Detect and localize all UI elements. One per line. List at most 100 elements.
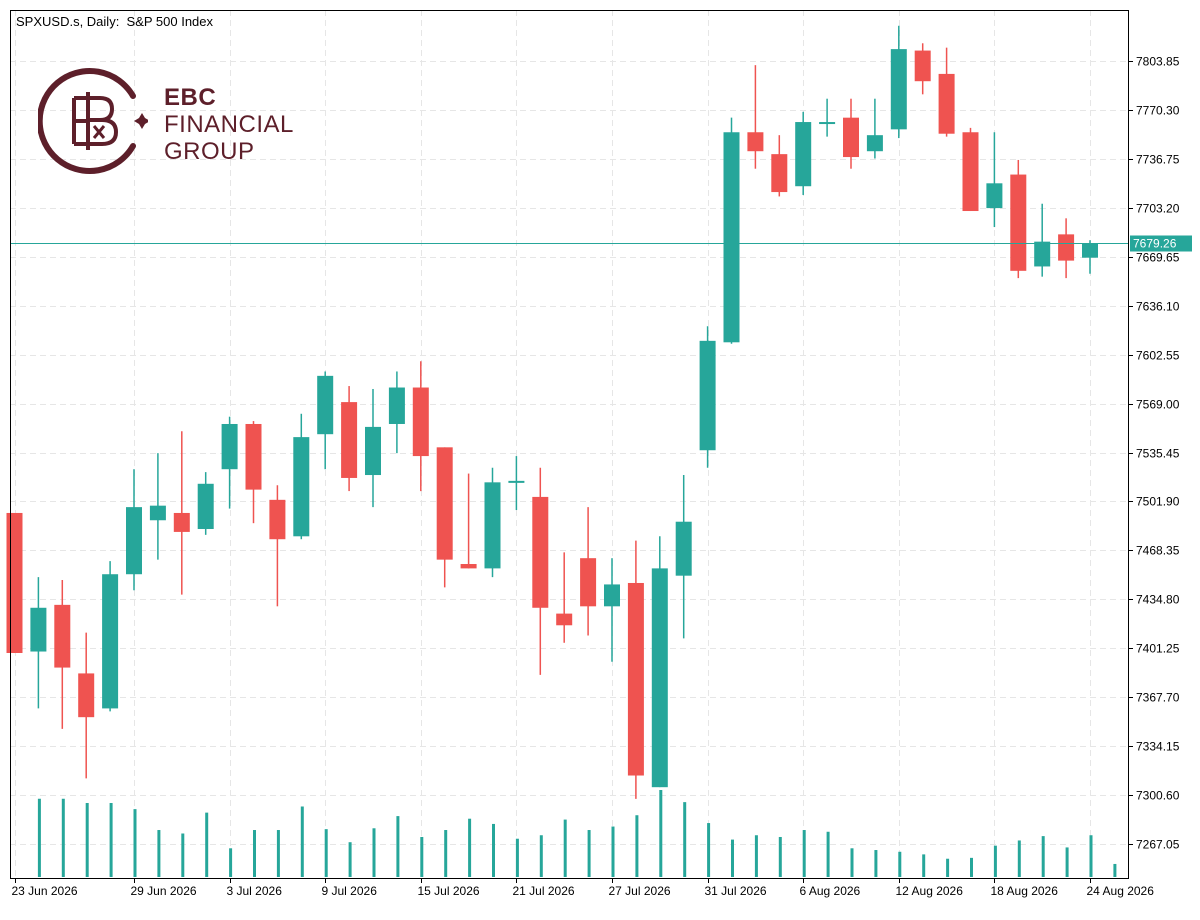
bear-candle — [1010, 159, 1027, 279]
candle-body — [197, 483, 214, 530]
bull-candle — [699, 326, 716, 468]
bull-candle — [986, 132, 1003, 228]
y-tick-label: 7569.00 — [1136, 398, 1180, 412]
y-tick-label: 7267.05 — [1136, 838, 1180, 852]
bull-candle — [795, 111, 812, 195]
y-tick-label: 7501.90 — [1136, 495, 1180, 509]
x-tick-label: 29 Jun 2026 — [131, 884, 197, 898]
bear-candle — [436, 447, 453, 588]
bear-candle — [1058, 218, 1075, 279]
bull-candle — [866, 98, 883, 159]
y-tick-label: 7803.85 — [1136, 55, 1180, 69]
candle-body — [412, 387, 429, 457]
candle-body — [651, 568, 668, 788]
candle-body — [556, 613, 573, 626]
bear-candle — [747, 65, 764, 169]
candle-body — [1058, 234, 1075, 261]
y-tick-label: 7367.70 — [1136, 691, 1180, 705]
candle-body — [819, 122, 836, 125]
candle-body — [54, 604, 71, 668]
candle-body — [866, 135, 883, 152]
candle-body — [1082, 243, 1098, 258]
bear-candle — [173, 431, 190, 595]
y-tick-label: 7334.15 — [1136, 740, 1180, 754]
bear-candle — [771, 135, 788, 197]
x-tick-label: 9 Jul 2026 — [322, 884, 378, 898]
y-tick-label: 7636.10 — [1136, 300, 1180, 314]
bull-candle — [126, 469, 142, 591]
candle-body — [126, 507, 142, 575]
candle-body — [747, 132, 764, 152]
candle-body — [723, 132, 740, 343]
bull-candle — [890, 25, 907, 139]
ebc-logo-emblem-icon — [36, 68, 150, 174]
candle-body — [436, 447, 453, 560]
price-axis: 7803.85 7770.30 7736.75 7703.20 7669.65 7636.… — [1128, 55, 1180, 852]
candle-body — [149, 505, 166, 521]
candle-body — [30, 607, 47, 652]
candle-body — [78, 673, 95, 718]
y-tick-label: 7401.25 — [1136, 642, 1180, 656]
candle-body — [938, 73, 955, 134]
bull-candle — [723, 117, 740, 344]
logo-line-2: FINANCIAL — [164, 111, 294, 138]
candle-body — [341, 402, 358, 478]
bear-candle — [580, 507, 597, 636]
y-tick-label: 7669.65 — [1136, 251, 1180, 265]
candle-body — [484, 482, 501, 569]
bear-candle — [6, 512, 23, 653]
x-tick-label: 15 Jul 2026 — [418, 884, 480, 898]
bull-candle — [221, 416, 238, 509]
ebc-logo: EBC FINANCIAL GROUP — [36, 66, 298, 176]
candle-body — [388, 387, 405, 424]
chart-title: SPXUSD.s, Daily: S&P 500 Index — [16, 14, 214, 29]
x-tick-label: 6 Aug 2026 — [800, 884, 861, 898]
candle-body — [580, 558, 597, 607]
bull-candle — [102, 561, 119, 712]
candle-body — [245, 423, 262, 490]
bear-candle — [78, 632, 95, 779]
bear-candle — [843, 98, 859, 169]
x-tick-label: 21 Jul 2026 — [513, 884, 575, 898]
bull-candle — [1082, 240, 1098, 274]
x-tick-label: 23 Jun 2026 — [12, 884, 78, 898]
bull-candle — [388, 371, 405, 454]
y-tick-label: 7736.75 — [1136, 153, 1180, 167]
bull-candle — [30, 577, 47, 709]
bull-candle — [293, 413, 310, 540]
bull-candle — [1034, 203, 1051, 277]
candle-body — [317, 375, 334, 435]
bear-candle — [245, 421, 262, 524]
bull-candle — [149, 453, 166, 560]
candle-body — [962, 132, 979, 212]
x-tick-label: 3 Jul 2026 — [227, 884, 283, 898]
candle-body — [293, 437, 310, 537]
bull-candle — [675, 475, 692, 639]
plot-border — [10, 10, 1129, 879]
bear-candle — [627, 540, 644, 799]
candle-body — [627, 582, 644, 776]
candle-body — [795, 122, 812, 187]
candle-body — [1034, 241, 1051, 267]
bull-candle — [508, 456, 525, 511]
bull-candle — [819, 98, 836, 137]
candle-body — [699, 340, 716, 451]
time-axis: 23 Jun 2026 29 Jun 2026 3 Jul 2026 9 Jul 20… — [12, 878, 1155, 898]
candle-body — [173, 512, 190, 532]
x-tick-label: 24 Aug 2026 — [1087, 884, 1155, 898]
candle-body — [221, 423, 238, 470]
y-tick-label: 7434.80 — [1136, 593, 1180, 607]
candle-body — [604, 584, 620, 607]
candle-body — [365, 426, 381, 476]
bear-candle — [54, 580, 71, 729]
y-tick-label: 7770.30 — [1136, 104, 1180, 118]
bull-candle — [484, 467, 501, 578]
y-tick-label: 7703.20 — [1136, 202, 1180, 216]
bear-candle — [556, 552, 573, 643]
candle-body — [460, 564, 477, 569]
y-tick-label: 7535.45 — [1136, 447, 1180, 461]
candle-body — [269, 499, 286, 540]
y-tick-label: 7300.60 — [1136, 789, 1180, 803]
bear-candle — [962, 127, 979, 212]
